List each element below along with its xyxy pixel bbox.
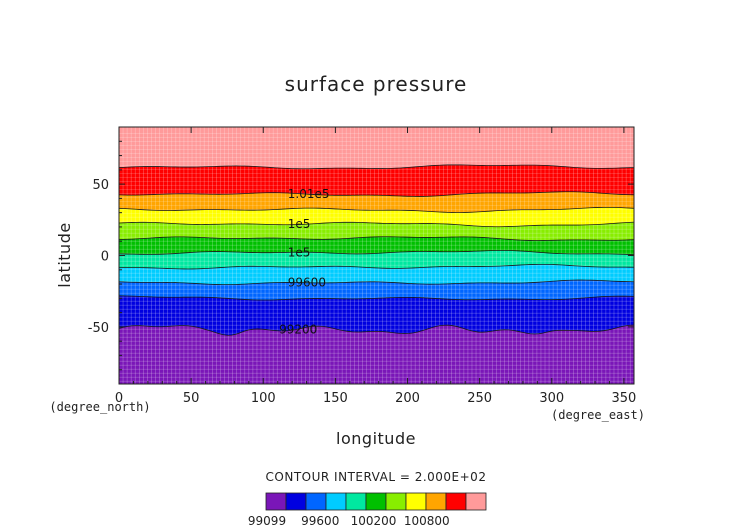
colorbar-swatch [405,492,427,511]
y-tick-label: 50 [92,178,109,193]
colorbar-swatch [465,492,487,511]
colorbar-swatch [385,492,407,511]
colorbar-tick-label: 100200 [351,514,397,528]
contour-label: 99600 [288,276,326,290]
contour-interval-label: CONTOUR INTERVAL = 2.000E+02 [266,470,487,484]
contour-line [119,263,634,270]
x-tick-label: 250 [467,391,492,406]
colorbar-tick-label: 100800 [404,514,450,528]
colorbar-swatch [425,492,447,511]
contour-lines [119,164,634,336]
x-axis-label: longitude [336,429,416,448]
contour-line [119,206,634,213]
y-axis-ticks: -50 0 50 [88,140,634,371]
colorbar-tick-label: 99600 [301,514,339,528]
colorbar-swatch [445,492,467,511]
y-tick-label: -50 [88,321,109,336]
colorbar-swatch [305,492,327,511]
contour-label: 99200 [279,323,317,337]
contour-line [119,191,634,197]
chart-title: surface pressure [285,72,468,96]
colorbar-swatch [345,492,367,511]
contour-band [119,325,634,384]
x-axis-ticks: 0 50 100 150 200 250 300 350 [115,127,636,406]
contour-line [119,164,634,170]
contour-band [119,127,634,169]
colorbar-swatch [365,492,387,511]
x-tick-label: 350 [611,391,636,406]
contour-label: 1e5 [288,217,311,231]
x-tick-label: 300 [539,391,564,406]
x-tick-label: 50 [183,391,200,406]
contour-label: 1.01e5 [288,187,330,201]
colorbar-swatch [325,492,347,511]
x-tick-label: 150 [323,391,348,406]
colorbar-tick-label: 99099 [248,514,286,528]
x-tick-label: 200 [395,391,420,406]
colorbar-labels: 99099 99600 100200 100800 [248,514,450,528]
x-tick-label: 100 [251,391,276,406]
y-tick-label: 0 [101,250,109,265]
colorbar-swatch [265,492,287,511]
contour-line [119,279,634,286]
colorbar [265,492,487,511]
contour-line [119,324,634,336]
contour-line [119,221,634,228]
x-units-label: (degree_east) [551,408,645,422]
y-axis-label: latitude [55,222,74,287]
contour-line [119,295,634,301]
colorbar-swatch [285,492,307,511]
contour-bands [119,127,634,384]
y-units-label: (degree_north) [49,400,150,414]
contour-line [119,236,634,241]
contour-label: 1e5 [288,246,311,260]
x-tick-label: 0 [115,391,123,406]
contour-line [119,250,634,256]
contour-labels: 1.01e5 1e5 1e5 99600 99200 [279,187,329,337]
